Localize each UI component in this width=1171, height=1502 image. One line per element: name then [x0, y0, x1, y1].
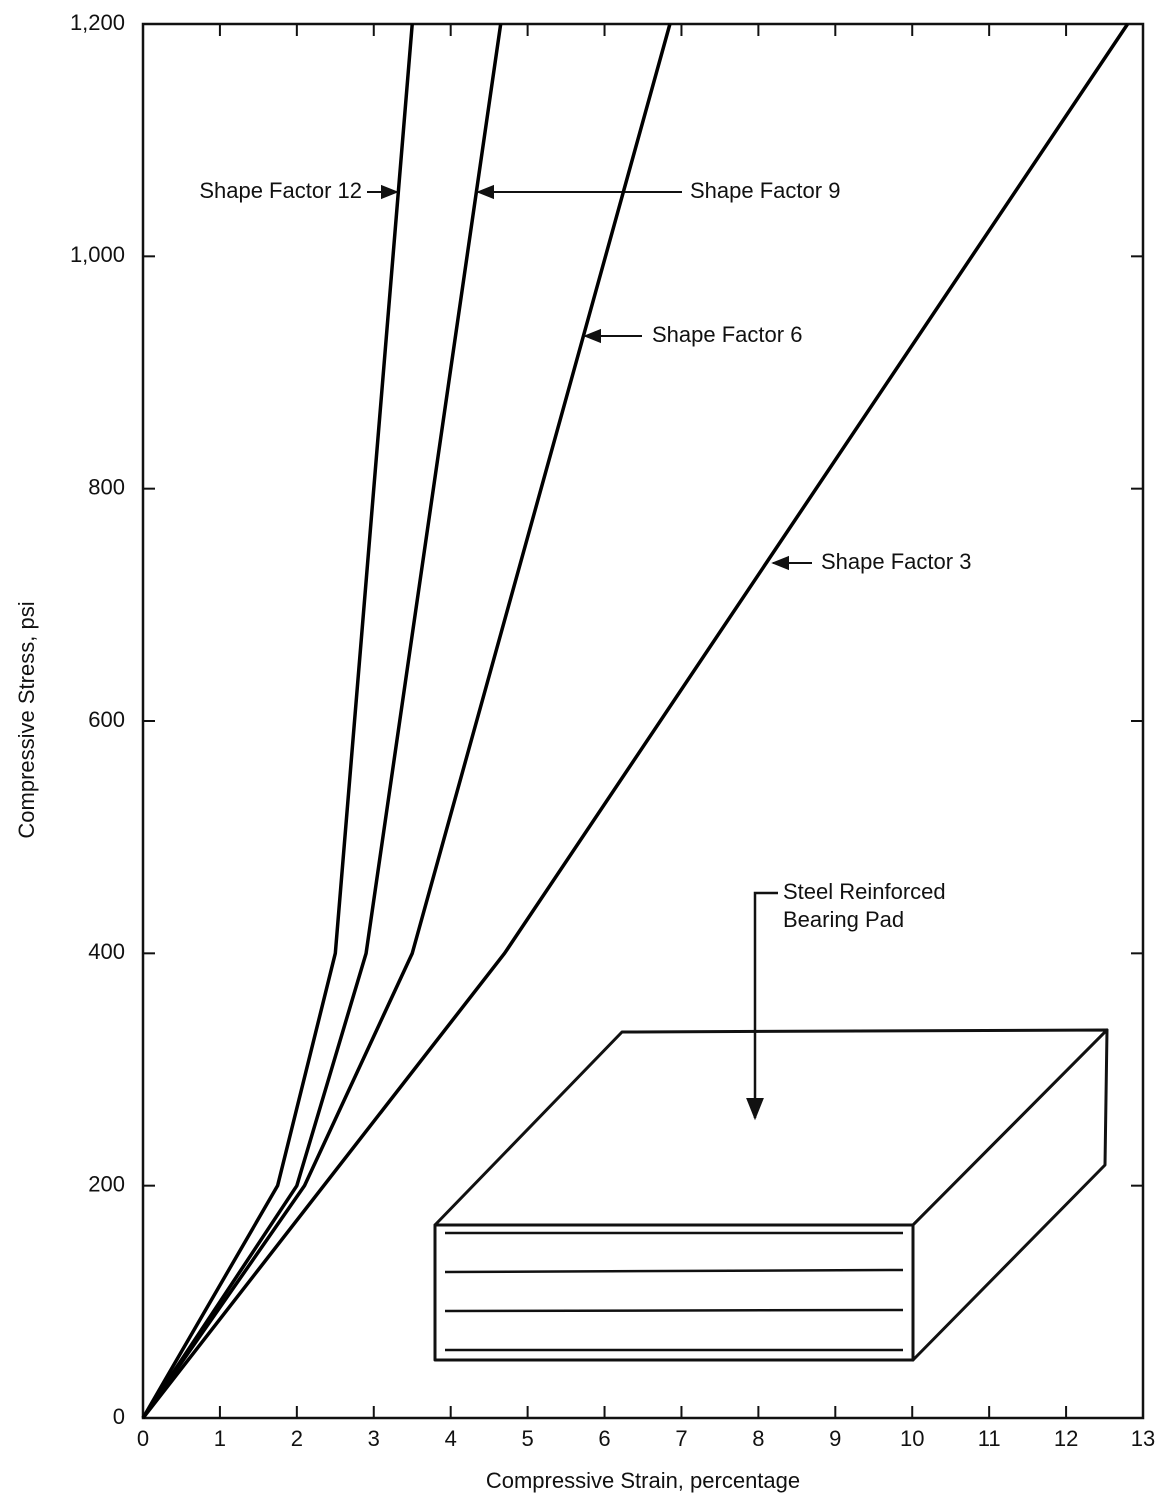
- series-label: Shape Factor 6: [652, 322, 802, 347]
- y-axis-label: Compressive Stress, psi: [14, 601, 39, 838]
- pad-label: Bearing Pad: [783, 907, 904, 932]
- series-line: [143, 24, 412, 1418]
- y-tick-label: 600: [88, 707, 125, 732]
- x-tick-label: 6: [598, 1426, 610, 1451]
- x-tick-label: 8: [752, 1426, 764, 1451]
- x-tick-label: 0: [137, 1426, 149, 1451]
- x-tick-label: 13: [1131, 1426, 1155, 1451]
- x-tick-label: 3: [368, 1426, 380, 1451]
- x-tick-label: 12: [1054, 1426, 1078, 1451]
- x-tick-label: 11: [978, 1426, 1001, 1451]
- series-label: Shape Factor 9: [690, 178, 840, 203]
- y-tick-label: 400: [88, 939, 125, 964]
- x-tick-label: 10: [900, 1426, 924, 1451]
- x-tick-label: 5: [521, 1426, 533, 1451]
- x-tick-label: 9: [829, 1426, 841, 1451]
- y-tick-label: 800: [88, 474, 125, 499]
- y-tick-label: 200: [88, 1171, 125, 1196]
- y-tick-label: 1,200: [70, 10, 125, 35]
- x-tick-label: 4: [445, 1426, 457, 1451]
- y-tick-label: 1,000: [70, 242, 125, 267]
- chart: Steel Reinforced Bearing Pad Compressive…: [0, 0, 1171, 1502]
- pad-label: Steel Reinforced: [783, 879, 946, 904]
- bearing-pad-drawing: [435, 893, 1107, 1360]
- series-label: Shape Factor 3: [821, 549, 971, 574]
- x-tick-label: 1: [214, 1426, 226, 1451]
- x-tick-label: 7: [675, 1426, 687, 1451]
- x-tick-label: 2: [291, 1426, 303, 1451]
- y-tick-label: 0: [113, 1404, 125, 1429]
- series-line: [143, 24, 501, 1418]
- x-axis-label: Compressive Strain, percentage: [486, 1468, 800, 1493]
- series-label: Shape Factor 12: [199, 178, 362, 203]
